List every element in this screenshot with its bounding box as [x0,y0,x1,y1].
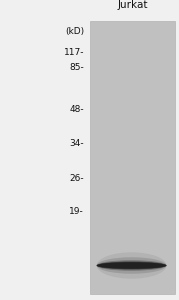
Ellipse shape [97,262,166,269]
Ellipse shape [97,252,166,279]
Ellipse shape [97,260,166,271]
Text: 34-: 34- [69,140,84,148]
Text: 48-: 48- [69,105,84,114]
Text: 26-: 26- [69,174,84,183]
Text: Jurkat: Jurkat [117,1,148,10]
Bar [90,21,175,294]
Text: (kD): (kD) [65,27,84,36]
Text: 117-: 117- [64,48,84,57]
Text: 85-: 85- [69,63,84,72]
Ellipse shape [97,257,166,274]
Ellipse shape [97,262,166,269]
Text: 19-: 19- [69,207,84,216]
